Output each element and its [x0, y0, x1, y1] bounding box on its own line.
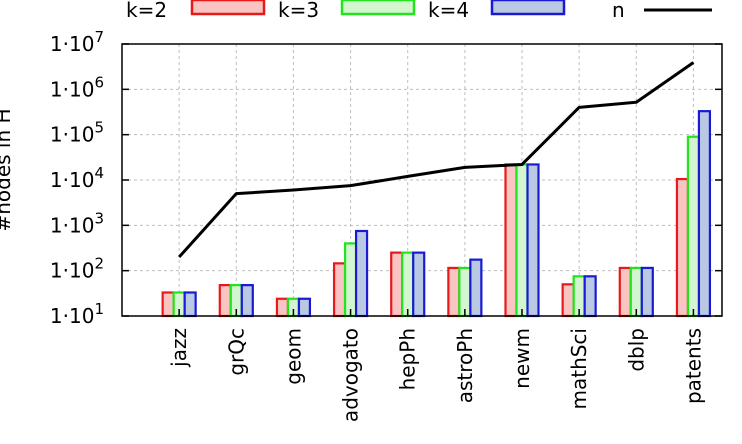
x-tick-label-hepPh: hepPh [396, 328, 420, 390]
bar-k2-mathSci [561, 283, 575, 318]
y-tick-label: 1·106 [50, 73, 104, 101]
legend-label-k3: k=3 [278, 0, 319, 22]
axes [121, 43, 723, 317]
x-tick-label-geom: geom [281, 328, 305, 385]
bar-k4-hepPh [412, 251, 426, 318]
y-axis-label: #nodes in H [0, 108, 15, 231]
y-tick-label: 1·103 [50, 209, 104, 237]
bar-k2-newm [504, 163, 518, 318]
bar-k2-geom [275, 297, 290, 318]
bar-k4-dblp [640, 266, 654, 318]
x-tick-labels: jazz grQc geom advogato hepPh astroPh newm math… [167, 328, 705, 422]
bar-k4-astroPh [469, 258, 483, 318]
legend-swatch-k4 [490, 0, 566, 16]
bar-k2-astroPh [447, 266, 461, 318]
y-tick-label: 1·102 [50, 255, 104, 283]
bar-k3-hepPh [401, 251, 415, 318]
y-tick-labels: 1·101 1·102 1·103 1·104 1·105 1·106 1·107 [50, 28, 104, 328]
bar-k4-jazz [183, 291, 197, 318]
legend-swatch-k3 [340, 0, 416, 16]
bars [161, 110, 712, 318]
legend-label-k4: k=4 [428, 0, 469, 22]
bar-k4-newm [526, 163, 540, 318]
legend-swatch-k2 [190, 0, 266, 16]
bar-k2-grQc [218, 284, 232, 318]
bar-k4-mathSci [583, 275, 597, 318]
bar-k2-hepPh [390, 251, 404, 318]
y-tick-label: 1·107 [50, 28, 104, 56]
legend: k=2 k=3 k=4 n [126, 0, 712, 22]
bar-k4-geom [297, 297, 312, 318]
bar-k2-patents [675, 177, 690, 318]
bar-k4-advogato [354, 229, 369, 318]
legend-label-k2: k=2 [126, 0, 167, 22]
bar-k3-advogato [343, 242, 358, 318]
x-tick-label-newm: newm [510, 328, 534, 389]
x-tick-label-astroPh: astroPh [453, 328, 477, 403]
bar-k3-newm [515, 163, 529, 318]
bar-k3-dblp [629, 266, 643, 318]
y-tick-label: 1·105 [50, 119, 104, 147]
bar-k3-patents [686, 135, 701, 318]
x-tick-label-mathSci: mathSci [567, 328, 591, 410]
bar-k2-advogato [332, 262, 347, 318]
x-tick-label-dblp: dblp [624, 328, 648, 372]
bar-k3-astroPh [458, 266, 472, 318]
bar-k4-patents [697, 110, 712, 318]
n-series-line [178, 61, 695, 259]
legend-label-n: n [612, 0, 625, 22]
bar-k2-jazz [161, 291, 175, 318]
x-tick-label-grQc: grQc [224, 328, 248, 376]
line-n [178, 61, 695, 259]
x-tick-label-jazz: jazz [167, 328, 191, 368]
x-tick-label-advogato: advogato [339, 328, 363, 422]
bar-k4-grQc [240, 284, 254, 318]
x-tick-label-patents: patents [681, 328, 705, 404]
bar-k2-dblp [618, 266, 632, 318]
y-tick-label: 1·104 [50, 164, 104, 192]
y-tick-label: 1·101 [50, 300, 104, 328]
